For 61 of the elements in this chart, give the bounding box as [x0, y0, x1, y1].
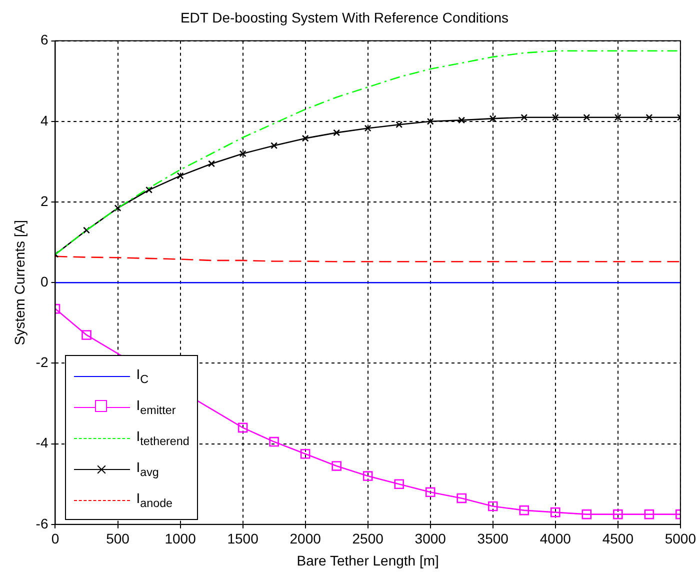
y-tick-label: -4	[36, 434, 48, 451]
point	[82, 330, 92, 340]
y-axis-title: System Currents [A]	[11, 220, 28, 346]
point	[269, 436, 279, 447]
point	[300, 448, 310, 459]
point	[489, 115, 496, 122]
point	[614, 114, 622, 121]
point	[364, 124, 372, 132]
legend-label: I$_{anode}$	[136, 490, 173, 510]
y-tick-label: 6	[40, 32, 48, 48]
legend-label: I$_{avg}$	[136, 458, 159, 479]
point	[239, 150, 246, 158]
point	[458, 116, 466, 124]
point	[114, 204, 122, 212]
legend-label: I$_{C}$	[136, 366, 149, 386]
point	[488, 501, 498, 512]
x-tick-label: 3500	[477, 530, 509, 547]
point	[208, 160, 216, 168]
point	[520, 114, 528, 121]
point	[644, 509, 654, 520]
point	[583, 114, 590, 121]
legend-label: I$_{emitter}$	[136, 396, 176, 417]
x-tick-label: 1000	[164, 530, 196, 547]
point	[456, 493, 467, 504]
x-tick-label: 2500	[352, 530, 384, 547]
point	[238, 422, 248, 433]
legend-label: I$_{tetherend}$	[136, 428, 190, 448]
y-tick-label: 4	[40, 112, 48, 128]
x-axis-title: Bare Tether Length [m]	[296, 552, 439, 568]
x-tick-label: 5000	[664, 530, 696, 547]
y-tick-label: 2	[40, 192, 48, 209]
point	[362, 471, 373, 481]
point	[176, 172, 184, 180]
x-tick-label: 1500	[227, 530, 259, 547]
point	[396, 121, 403, 128]
point	[613, 509, 623, 520]
point	[270, 142, 278, 150]
point	[394, 479, 404, 489]
point	[333, 129, 340, 136]
point	[582, 509, 592, 520]
point	[519, 505, 530, 516]
y-tick-label: -2	[36, 354, 48, 370]
point	[550, 507, 560, 518]
x-tick-label: 3000	[414, 530, 446, 547]
y-tick-label: -6	[36, 515, 48, 532]
point	[646, 114, 653, 121]
point	[146, 186, 153, 194]
point	[425, 487, 436, 498]
point	[332, 461, 342, 471]
chart-title: EDT De-boosting System With Reference Conditions	[180, 9, 509, 26]
x-tick-label: 4500	[602, 530, 634, 547]
line-series	[55, 50, 680, 256]
x-tick-label: 4000	[540, 530, 572, 547]
point	[426, 118, 434, 125]
point	[552, 114, 559, 121]
point	[302, 134, 309, 142]
y-tick-label: 0	[40, 273, 48, 290]
x-tick-label: 2000	[290, 530, 322, 547]
x-tick-label: 500	[106, 530, 130, 547]
point	[83, 226, 90, 234]
x-tick-label: 0	[51, 530, 60, 547]
